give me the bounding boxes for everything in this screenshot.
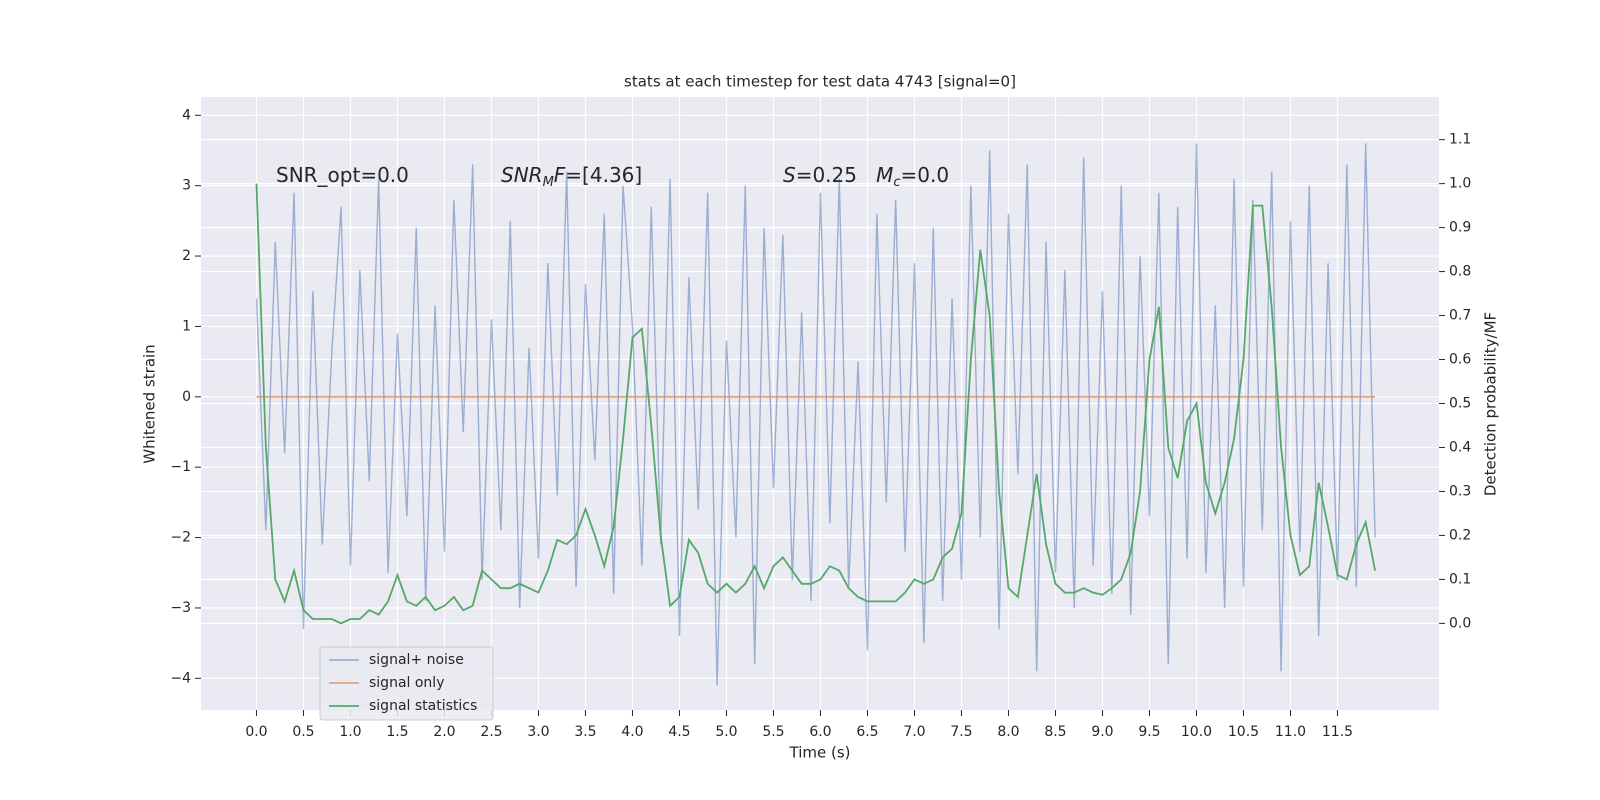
x-tick-label: 4.5 xyxy=(668,724,690,740)
x-tick-label: 0.0 xyxy=(245,724,267,740)
series-line xyxy=(255,183,1376,625)
y2-tick-label: 0.6 xyxy=(1449,352,1471,368)
x-tick-label: 10.5 xyxy=(1228,724,1259,740)
y-tick-label: 2 xyxy=(182,248,191,264)
y-tick-label: −2 xyxy=(170,530,191,546)
y-tick-label: 0 xyxy=(182,389,191,405)
y2-axis-label: Detection probability/MF xyxy=(1482,312,1500,496)
annotation-part: S xyxy=(783,163,796,187)
annotation-part: c xyxy=(893,175,900,190)
x-tick-label: 4.0 xyxy=(621,724,643,740)
y-tick-label: 3 xyxy=(182,178,191,194)
legend-label: signal statistics xyxy=(369,698,477,714)
x-tick-label: 8.5 xyxy=(1044,724,1066,740)
legend-label: signal only xyxy=(369,675,444,691)
x-tick-label: 5.5 xyxy=(762,724,784,740)
annotation-part: SNR_opt=0.0 xyxy=(276,163,409,187)
x-tick-label: 10.0 xyxy=(1181,724,1212,740)
x-tick-label: 5.0 xyxy=(715,724,737,740)
annotation: S=0.25 Mc=0.0 xyxy=(783,163,949,190)
annotation: SNR_opt=0.0 xyxy=(276,163,409,187)
y2-tick-label: 0.2 xyxy=(1449,527,1471,543)
annotation-part: =0.25 xyxy=(796,163,876,187)
x-tick-label: 6.0 xyxy=(809,724,831,740)
x-tick-label: 3.5 xyxy=(574,724,596,740)
legend-box xyxy=(319,646,494,721)
x-tick-label: 6.5 xyxy=(856,724,878,740)
chart-title: stats at each timestep for test data 474… xyxy=(624,73,1016,91)
y2-tick-label: 0.3 xyxy=(1449,483,1471,499)
y2-tick-label: 0.5 xyxy=(1449,396,1471,412)
x-tick-label: 11.5 xyxy=(1322,724,1353,740)
annotation: SNRMF=[4.36] xyxy=(501,163,642,190)
y-tick-label: 4 xyxy=(182,107,191,123)
annotation-part: M xyxy=(543,175,554,190)
x-tick-label: 9.0 xyxy=(1091,724,1113,740)
annotation-part: F xyxy=(554,163,566,187)
x-tick-label: 11.0 xyxy=(1275,724,1306,740)
x-tick-label: 7.5 xyxy=(950,724,972,740)
x-tick-label: 9.5 xyxy=(1138,724,1160,740)
y2-tick-label: 0.1 xyxy=(1449,571,1471,587)
y2-tick-label: 0.4 xyxy=(1449,439,1471,455)
x-tick-label: 8.0 xyxy=(997,724,1019,740)
y-tick-label: −3 xyxy=(170,600,191,616)
annotation-part: =[4.36] xyxy=(565,163,642,187)
x-tick-label: 2.0 xyxy=(433,724,455,740)
y2-tick-label: 0.0 xyxy=(1449,615,1471,631)
y2-tick-label: 0.8 xyxy=(1449,264,1471,280)
annotation-part: SNR xyxy=(501,163,543,187)
x-tick-label: 0.5 xyxy=(292,724,314,740)
x-tick-label: 1.5 xyxy=(386,724,408,740)
y-axis-label: Whitened strain xyxy=(141,344,159,463)
x-axis-label: Time (s) xyxy=(789,744,851,762)
annotation-part: =0.0 xyxy=(901,163,950,187)
y2-tick-label: 0.7 xyxy=(1449,308,1471,324)
annotation-part: M xyxy=(876,163,893,187)
x-tick-label: 1.0 xyxy=(339,724,361,740)
y2-tick-label: 0.9 xyxy=(1449,220,1471,236)
x-tick-label: 2.5 xyxy=(480,724,502,740)
x-tick-label: 3.0 xyxy=(527,724,549,740)
y2-tick-label: 1.0 xyxy=(1449,176,1471,192)
legend-label: signal+ noise xyxy=(369,652,464,668)
y2-tick-label: 1.1 xyxy=(1449,132,1471,148)
y-tick-label: 1 xyxy=(182,318,191,334)
x-tick-label: 7.0 xyxy=(903,724,925,740)
y-tick-label: −4 xyxy=(170,670,191,686)
y-tick-label: −1 xyxy=(170,459,191,475)
